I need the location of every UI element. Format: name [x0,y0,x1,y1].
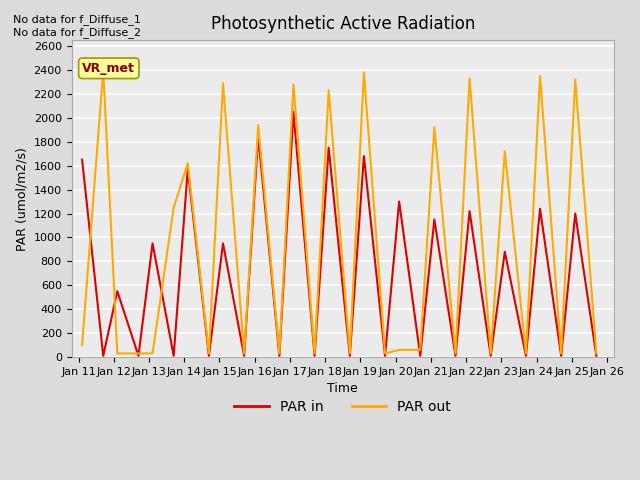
PAR in [205,353,212,359]
Y-axis label: PAR (umol/m2/s): PAR (umol/m2/s) [15,146,28,251]
PAR out [346,350,354,356]
PAR out [325,87,333,93]
PAR out [148,350,156,356]
PAR in [240,353,248,359]
PAR out [522,350,530,356]
PAR out [466,75,474,81]
PAR in [431,216,438,222]
PAR in [113,288,121,294]
PAR in [311,353,319,359]
PAR out [205,350,212,356]
PAR in [360,153,368,159]
PAR in [501,249,509,255]
Line: PAR out: PAR out [82,70,596,353]
PAR out [240,350,248,356]
PAR out [396,347,403,353]
PAR out [113,350,121,356]
PAR out [311,350,319,356]
PAR out [572,77,579,83]
PAR in [417,353,424,359]
PAR in [346,353,354,359]
PAR out [290,82,298,87]
PAR in [396,199,403,204]
PAR in [522,353,530,359]
X-axis label: Time: Time [328,382,358,396]
PAR in [219,240,227,246]
PAR out [452,350,460,356]
PAR out [536,73,544,79]
PAR in [99,353,107,359]
Text: No data for f_Diffuse_1
No data for f_Diffuse_2: No data for f_Diffuse_1 No data for f_Di… [13,14,141,38]
PAR out [381,350,389,356]
PAR in [572,211,579,216]
Legend: PAR in, PAR out: PAR in, PAR out [229,395,457,420]
PAR out [134,350,142,356]
PAR out [431,124,438,130]
Text: VR_met: VR_met [83,62,135,75]
PAR out [99,67,107,73]
PAR in [381,353,389,359]
PAR in [536,206,544,212]
PAR out [501,148,509,154]
PAR in [452,353,460,359]
PAR out [184,160,191,166]
Title: Photosynthetic Active Radiation: Photosynthetic Active Radiation [211,15,475,33]
PAR in [557,353,565,359]
PAR out [78,342,86,348]
PAR in [170,353,177,359]
PAR in [148,240,156,246]
PAR out [275,350,283,356]
PAR in [487,353,495,359]
PAR in [325,145,333,151]
PAR in [593,353,600,359]
PAR in [184,167,191,172]
PAR out [360,70,368,75]
PAR out [417,347,424,353]
PAR out [254,122,262,128]
PAR in [466,208,474,214]
PAR out [593,350,600,356]
PAR out [557,350,565,356]
PAR in [134,353,142,359]
Line: PAR in: PAR in [82,112,596,356]
PAR out [219,80,227,86]
PAR in [275,353,283,359]
PAR in [290,109,298,115]
PAR in [254,133,262,139]
PAR out [487,350,495,356]
PAR out [170,204,177,210]
PAR in [78,157,86,163]
